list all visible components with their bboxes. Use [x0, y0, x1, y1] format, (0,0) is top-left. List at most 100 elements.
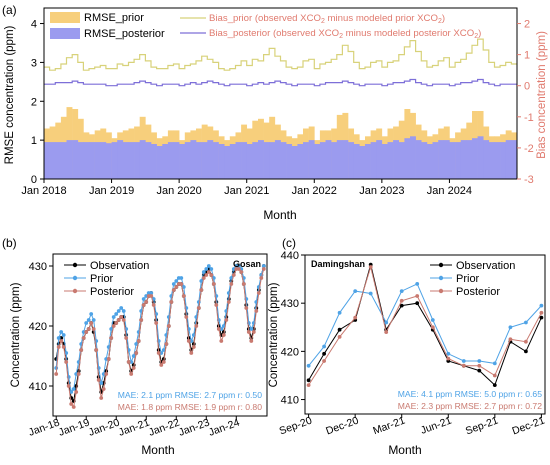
- rmse-posterior-bar: [167, 142, 174, 179]
- posterior-point: [259, 276, 264, 280]
- y-axis-tick-label: 410: [29, 381, 47, 393]
- rmse-posterior-bar: [100, 142, 107, 179]
- rmse-posterior-bar: [218, 144, 225, 179]
- y-axis-tick-label: 430: [29, 261, 47, 273]
- rmse-posterior-bar: [500, 142, 507, 179]
- posterior-point: [241, 282, 246, 286]
- prior-point: [86, 318, 91, 322]
- posterior-point: [124, 336, 129, 340]
- rmse-posterior-bar: [308, 140, 315, 179]
- prior-point: [201, 270, 206, 274]
- posterior-point: [111, 324, 116, 328]
- posterior-point: [254, 309, 259, 313]
- posterior-point: [181, 294, 186, 298]
- rmse-posterior-bar: [212, 142, 219, 179]
- right-axis-tick-label: -2: [524, 143, 534, 155]
- panel-b-plot-frame: [52, 253, 268, 417]
- posterior-point: [224, 318, 229, 322]
- rmse-posterior-bar: [139, 140, 146, 179]
- prior-point: [114, 312, 119, 316]
- rmse-posterior-bar: [353, 144, 360, 179]
- prior-point: [384, 320, 389, 325]
- rmse-posterior-bar: [77, 142, 84, 179]
- rmse-posterior-bar: [105, 143, 112, 179]
- rmse-posterior-bar: [348, 142, 355, 179]
- posterior-line: [55, 268, 265, 409]
- prior-point: [61, 333, 66, 337]
- posterior-point: [76, 372, 81, 376]
- posterior-point: [251, 330, 256, 334]
- posterior-point: [226, 300, 231, 304]
- rmse-posterior-bar: [477, 136, 484, 180]
- y-axis-tick-label: 420: [281, 346, 299, 358]
- posterior-point: [477, 363, 482, 368]
- x-axis-tick-label: Dec-20: [324, 414, 360, 437]
- rmse-bars-group: [44, 107, 518, 180]
- prior-point: [261, 264, 266, 268]
- prior-point: [209, 267, 214, 271]
- rmse-posterior-bar: [410, 136, 416, 180]
- panel-b-y-axis-title: Concentration (ppm): [10, 282, 22, 387]
- rmse-posterior-bar: [184, 142, 191, 179]
- posterior-point: [231, 273, 236, 277]
- prior-point: [249, 327, 254, 331]
- panel-c-damingshan-chart: (c) 410 420 430 440 Sep-20 Dec-20 Mar-21 Jun-2…: [268, 236, 547, 457]
- rmse-posterior-bar: [44, 142, 50, 179]
- rmse-posterior-bar: [162, 144, 169, 179]
- posterior-point: [64, 360, 69, 364]
- posterior-point: [261, 267, 266, 271]
- posterior-point: [66, 384, 71, 388]
- posterior-point: [154, 321, 159, 325]
- x-axis-tick-label: Sep-20: [278, 414, 314, 437]
- prior-point: [430, 318, 435, 322]
- x-axis-tick-label: Jan 2019: [89, 185, 134, 197]
- panel-a-y2-axis-title: Bias concentration (ppm): [536, 31, 548, 159]
- prior-point: [131, 354, 136, 358]
- x-axis-tick-label: Jan-24: [207, 416, 241, 438]
- panel-a-plot-frame: [43, 7, 518, 180]
- rmse-posterior-bar: [83, 142, 90, 179]
- posterior-point: [256, 291, 261, 295]
- left-axis-tick-label: 4: [31, 19, 37, 31]
- posterior-point: [199, 288, 204, 292]
- panel-b-y-axis: 410 420 430: [29, 261, 53, 393]
- legend-label: Prior: [90, 273, 114, 285]
- rmse-posterior-bar: [460, 140, 467, 179]
- posterior-point: [214, 303, 219, 307]
- posterior-point: [249, 339, 254, 343]
- observation-point: [399, 303, 404, 308]
- rmse-posterior-bar: [314, 144, 321, 179]
- posterior-point: [79, 348, 84, 352]
- panel-b-series-group: [54, 264, 266, 409]
- rmse-posterior-bar: [387, 142, 394, 179]
- rmse-posterior-bar: [258, 140, 264, 179]
- panel-b-x-axis-title: Month: [141, 443, 174, 457]
- prior-point: [91, 318, 96, 322]
- legend-marker: [438, 288, 444, 294]
- posterior-point: [81, 336, 86, 340]
- legend-swatch-rmse-posterior: [50, 28, 80, 39]
- prior-point: [322, 344, 326, 349]
- posterior-point: [96, 378, 101, 382]
- left-axis-tick-label: 0: [31, 174, 37, 186]
- observation-point: [415, 301, 420, 306]
- posterior-point: [101, 387, 106, 391]
- posterior-point: [430, 325, 435, 330]
- rmse-posterior-bar: [229, 144, 236, 179]
- rmse-posterior-bar: [145, 142, 152, 179]
- panel-b-gosan-chart: (b) 410 420 430 Jan-18Jan-19Jan-20Jan-21Ja…: [2, 236, 268, 457]
- posterior-point: [61, 345, 66, 349]
- rmse-posterior-bar: [280, 142, 287, 179]
- prior-point: [116, 309, 121, 313]
- prior-point: [121, 309, 126, 313]
- prior-point: [181, 285, 186, 289]
- observation-point: [524, 349, 528, 354]
- prior-point: [524, 320, 528, 325]
- prior-line: [308, 283, 542, 367]
- rmse-posterior-bar: [488, 142, 495, 179]
- posterior-point: [229, 282, 234, 286]
- prior-point: [119, 306, 124, 310]
- rmse-posterior-bar: [421, 142, 428, 179]
- rmse-posterior-bar: [128, 142, 135, 179]
- prior-point: [84, 321, 89, 325]
